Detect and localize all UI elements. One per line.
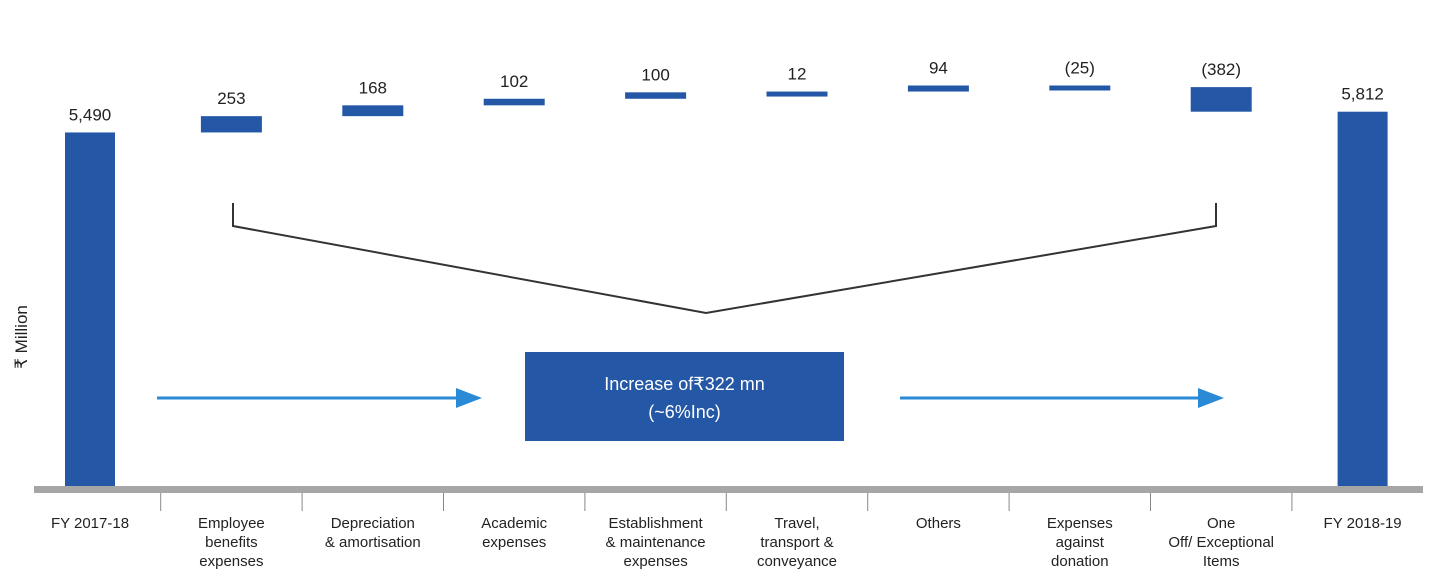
data-label-5: 100 bbox=[641, 65, 669, 84]
bar-5 bbox=[625, 92, 687, 99]
arrow-right-head bbox=[1198, 388, 1224, 408]
data-label-9: (382) bbox=[1201, 60, 1241, 79]
bar-10 bbox=[1337, 111, 1388, 486]
bar-4 bbox=[483, 98, 545, 106]
bracket-line bbox=[232, 203, 1217, 315]
category-label-3: Depreciation & amortisation bbox=[325, 515, 421, 551]
bar-9 bbox=[1190, 87, 1252, 112]
category-label-2: Employee benefits expenses bbox=[198, 515, 265, 570]
data-label-2: 253 bbox=[217, 89, 245, 108]
arrow-left-head bbox=[456, 388, 482, 408]
x-axis bbox=[34, 486, 1423, 511]
category-label-5: Establishment & maintenance expenses bbox=[606, 515, 706, 570]
bar-1 bbox=[65, 132, 115, 486]
bar-8 bbox=[1049, 85, 1111, 91]
data-label-3: 168 bbox=[359, 78, 387, 97]
data-label-10: 5,812 bbox=[1341, 85, 1384, 104]
category-label-10: FY 2018-19 bbox=[1324, 515, 1402, 532]
category-label-9: One Off/ Exceptional Items bbox=[1168, 515, 1274, 570]
category-label-1: FY 2017-18 bbox=[51, 515, 129, 532]
bars bbox=[65, 85, 1388, 486]
category-label-8: Expenses against donation bbox=[1047, 515, 1113, 570]
callout-box bbox=[525, 352, 844, 441]
summary-bracket bbox=[232, 203, 1217, 315]
data-label-8: (25) bbox=[1065, 58, 1095, 77]
data-label-1: 5,490 bbox=[69, 105, 112, 124]
data-label-7: 94 bbox=[929, 58, 948, 77]
data-label-4: 102 bbox=[500, 72, 528, 91]
x-axis-line bbox=[34, 486, 1423, 493]
y-axis-label: ₹ Million bbox=[12, 305, 31, 369]
bar-2 bbox=[200, 116, 262, 133]
increase-callout: Increase of₹322 mn (~6%Inc) bbox=[525, 352, 844, 441]
bar-6 bbox=[766, 91, 828, 97]
category-label-7: Others bbox=[916, 515, 961, 532]
flow-arrows bbox=[157, 388, 1224, 408]
bar-3 bbox=[342, 105, 404, 117]
bar-7 bbox=[907, 85, 969, 92]
data-label-6: 12 bbox=[788, 65, 807, 84]
category-labels: FY 2017-18 Employee benefits expenses Deprec… bbox=[51, 515, 1402, 570]
category-label-4: Academic expenses bbox=[481, 515, 547, 551]
callout-line-1: Increase of₹322 mn bbox=[604, 374, 765, 394]
callout-line-2: (~6%Inc) bbox=[648, 402, 721, 422]
data-labels: 5,490 253 168 102 100 12 94 (25) (382) 5,812 bbox=[69, 58, 1384, 124]
category-label-6: Travel, transport & conveyance bbox=[757, 515, 837, 570]
